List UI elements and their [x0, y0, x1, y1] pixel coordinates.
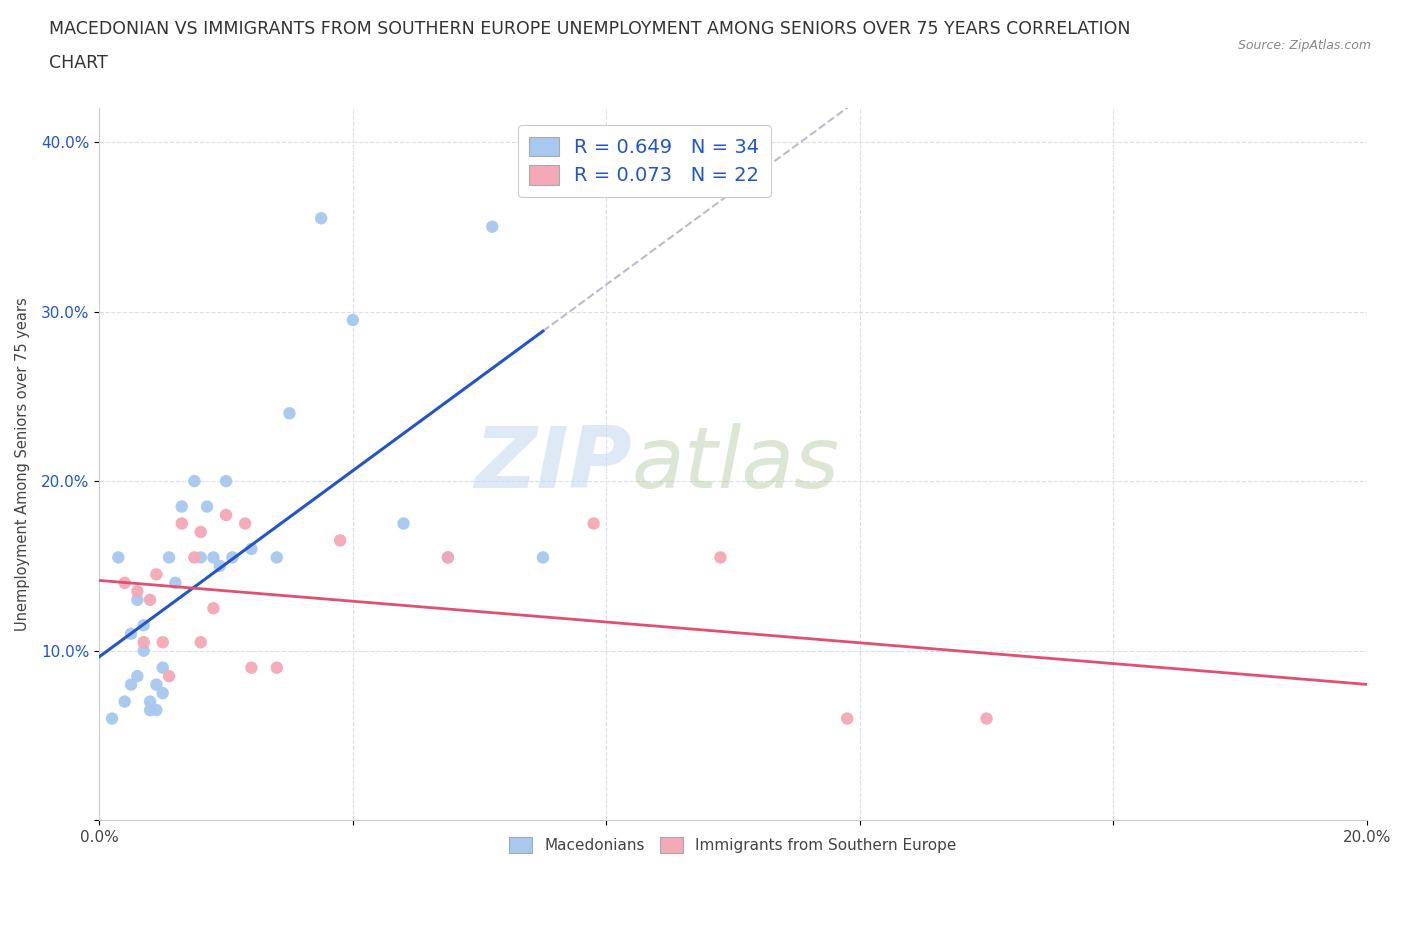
Point: [215, 473, 238, 488]
Point: [481, 219, 503, 234]
Point: [114, 694, 136, 709]
Point: [183, 550, 205, 565]
Point: [120, 626, 142, 641]
Point: [329, 533, 352, 548]
Point: [709, 550, 731, 565]
Point: [342, 312, 364, 327]
Point: [127, 592, 149, 607]
Point: [132, 644, 155, 658]
Point: [215, 508, 238, 523]
Point: [127, 669, 149, 684]
Point: [195, 499, 218, 514]
Point: [837, 711, 859, 726]
Text: Source: ZipAtlas.com: Source: ZipAtlas.com: [1237, 39, 1371, 52]
Point: [233, 516, 256, 531]
Point: [132, 618, 155, 632]
Point: [114, 576, 136, 591]
Point: [309, 211, 332, 226]
Text: CHART: CHART: [49, 54, 108, 72]
Point: [183, 473, 205, 488]
Point: [190, 525, 212, 539]
Point: [437, 550, 460, 565]
Point: [437, 550, 460, 565]
Point: [190, 635, 212, 650]
Point: [202, 601, 225, 616]
Point: [145, 567, 167, 582]
Point: [221, 550, 243, 565]
Point: [266, 550, 288, 565]
Y-axis label: Unemployment Among Seniors over 75 years: Unemployment Among Seniors over 75 years: [15, 298, 30, 631]
Point: [170, 516, 193, 531]
Point: [240, 660, 263, 675]
Point: [157, 669, 180, 684]
Text: MACEDONIAN VS IMMIGRANTS FROM SOUTHERN EUROPE UNEMPLOYMENT AMONG SENIORS OVER 75: MACEDONIAN VS IMMIGRANTS FROM SOUTHERN E…: [49, 20, 1130, 38]
Point: [976, 711, 998, 726]
Point: [132, 635, 155, 650]
Point: [170, 499, 193, 514]
Text: atlas: atlas: [631, 422, 839, 506]
Point: [139, 694, 162, 709]
Point: [152, 660, 174, 675]
Point: [157, 550, 180, 565]
Point: [208, 558, 231, 573]
Point: [101, 711, 124, 726]
Point: [120, 677, 142, 692]
Point: [240, 541, 263, 556]
Point: [202, 550, 225, 565]
Point: [278, 405, 301, 420]
Point: [531, 550, 554, 565]
Point: [190, 550, 212, 565]
Point: [145, 677, 167, 692]
Point: [266, 660, 288, 675]
Point: [152, 685, 174, 700]
Point: [152, 635, 174, 650]
Point: [165, 576, 187, 591]
Point: [127, 584, 149, 599]
Legend: Macedonians, Immigrants from Southern Europe: Macedonians, Immigrants from Southern Eu…: [503, 830, 963, 859]
Point: [582, 516, 605, 531]
Point: [107, 550, 129, 565]
Point: [145, 703, 167, 718]
Text: ZIP: ZIP: [474, 422, 631, 506]
Point: [392, 516, 415, 531]
Point: [139, 592, 162, 607]
Point: [139, 703, 162, 718]
